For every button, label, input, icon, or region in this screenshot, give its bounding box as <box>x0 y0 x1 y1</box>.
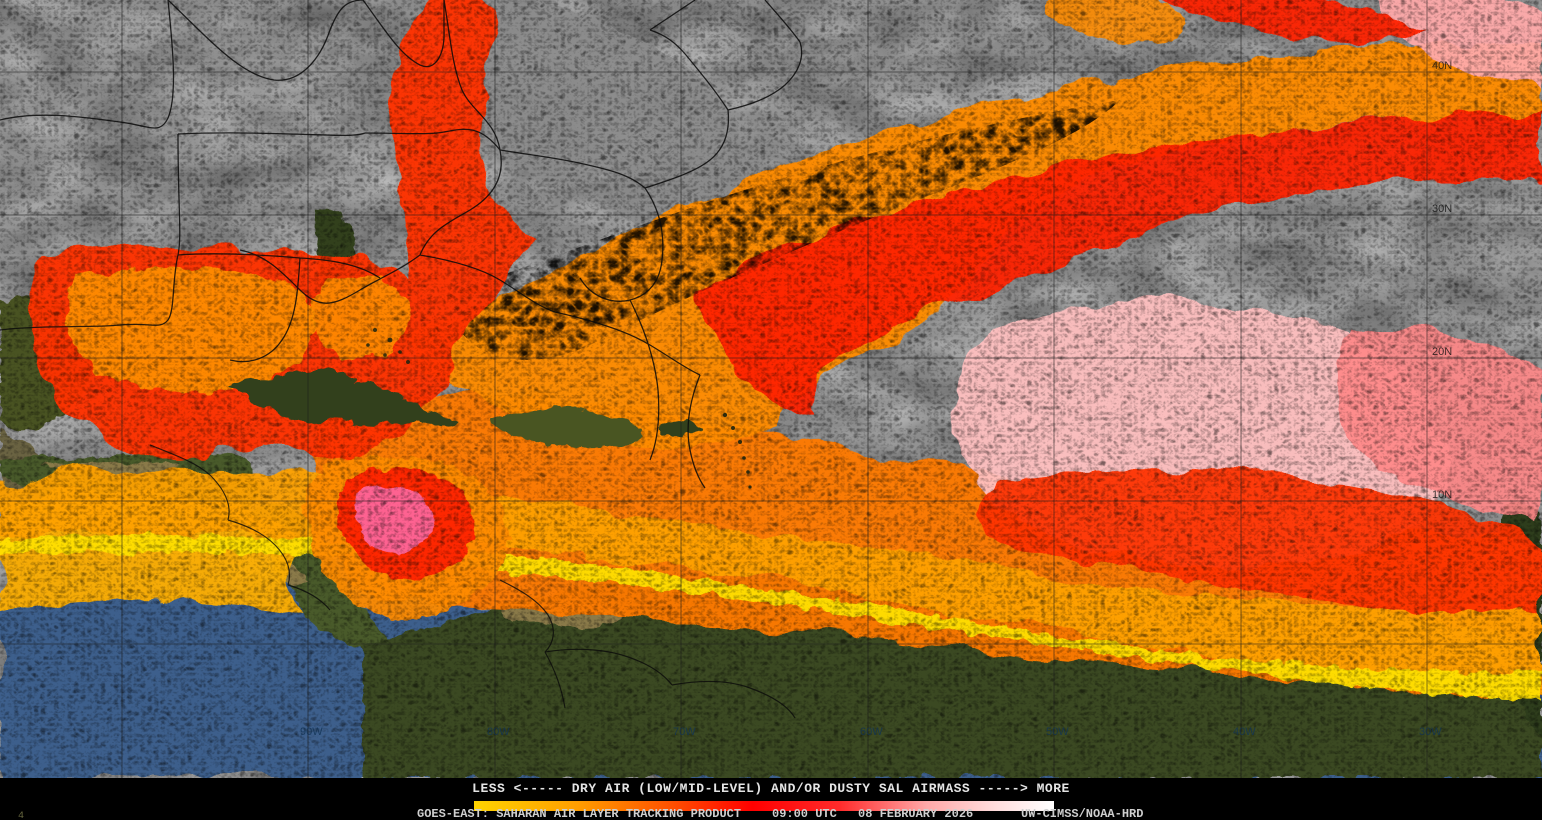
svg-text:20N: 20N <box>1432 346 1452 358</box>
svg-text:30N: 30N <box>1432 203 1452 215</box>
svg-text:70W: 70W <box>673 726 696 738</box>
svg-text:40N: 40N <box>1432 60 1452 72</box>
svg-text:10N: 10N <box>1432 489 1452 501</box>
svg-text:50W: 50W <box>1046 726 1069 738</box>
svg-text:30W: 30W <box>1419 726 1442 738</box>
svg-text:90W: 90W <box>300 726 323 738</box>
svg-text:80W: 80W <box>487 726 510 738</box>
svg-text:40W: 40W <box>1233 726 1256 738</box>
svg-text:60W: 60W <box>860 726 883 738</box>
